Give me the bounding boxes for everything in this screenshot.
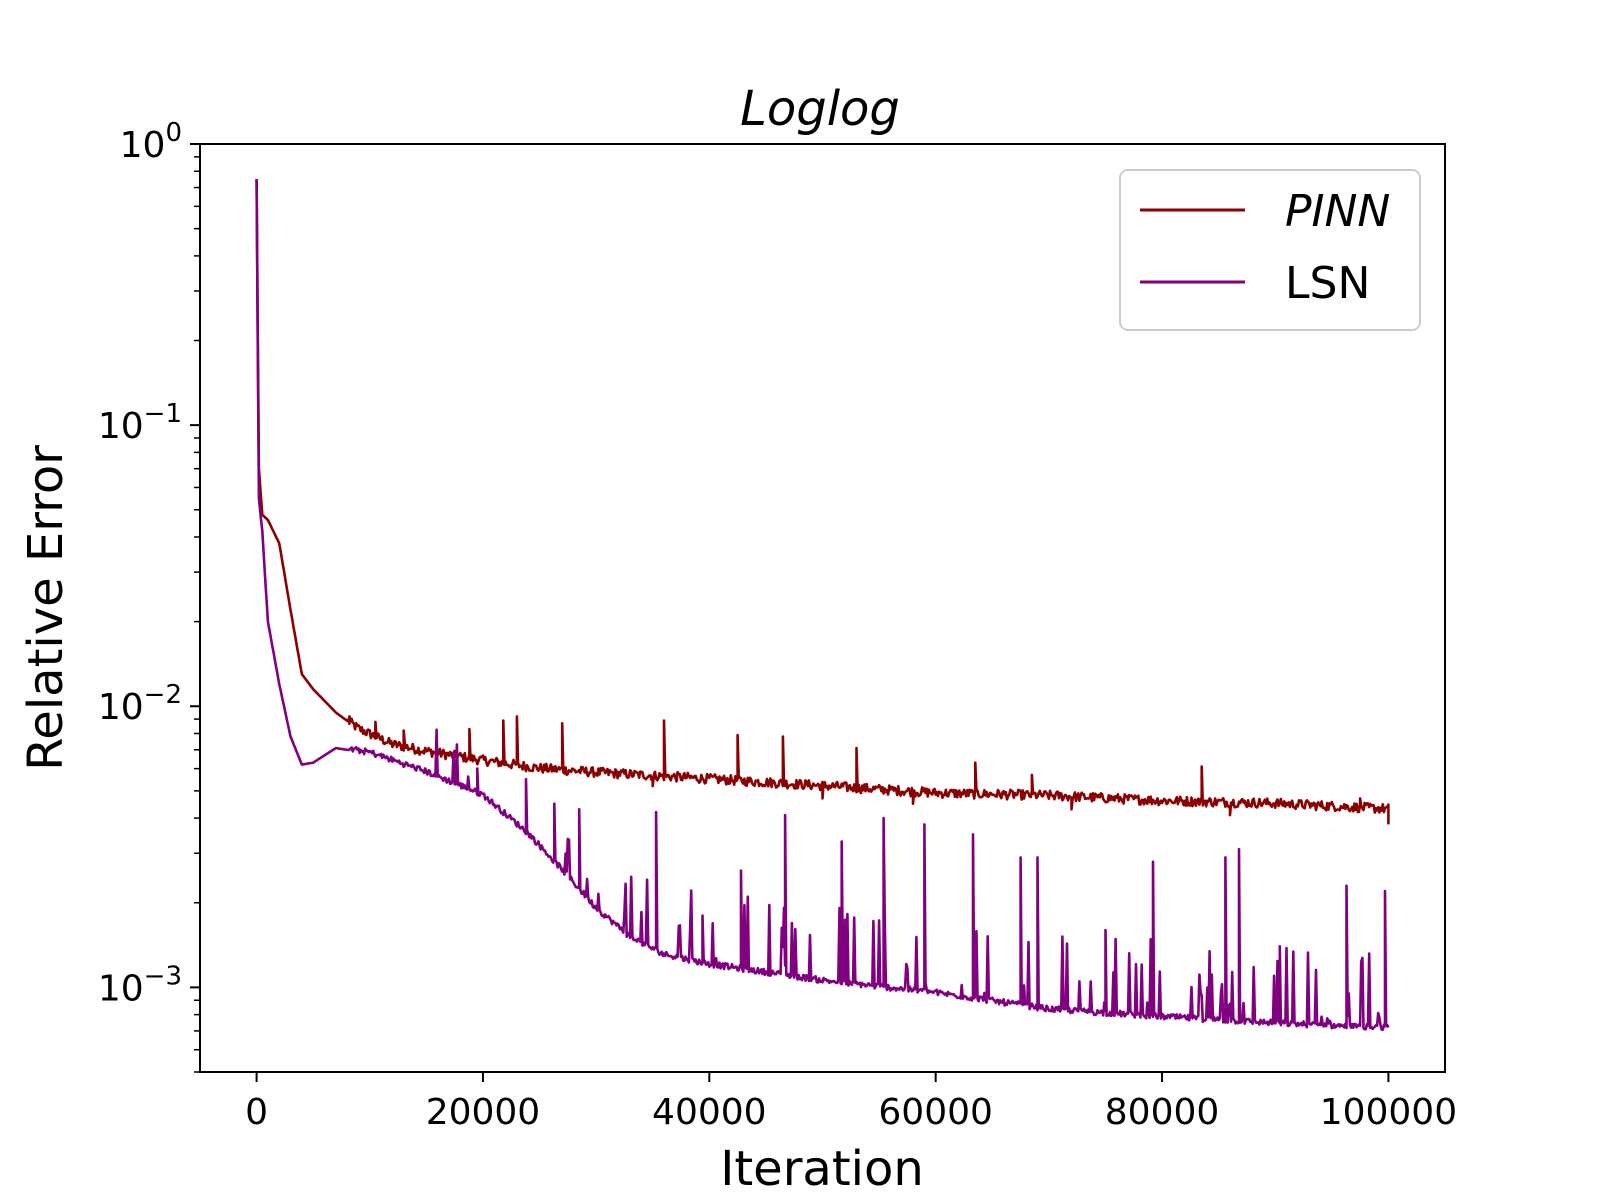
x-tick-label: 0: [245, 1092, 268, 1133]
x-tick-label: 80000: [1105, 1092, 1220, 1133]
legend: PINN LSN: [1119, 169, 1421, 331]
legend-label-lsn: LSN: [1285, 258, 1370, 309]
series-pinn: [255, 179, 1390, 825]
x-tick-label: 40000: [652, 1092, 767, 1133]
x-tick-label: 60000: [878, 1092, 993, 1133]
x-tick-label: 20000: [426, 1092, 541, 1133]
x-tick-label: 100000: [1320, 1092, 1457, 1133]
series-layer: [255, 179, 1390, 1031]
series-lsn: [255, 179, 1390, 1031]
plot-area: [199, 143, 1446, 1073]
series-line-pinn: [255, 179, 1390, 825]
x-axis: 0 20000 40000 60000 80000 100000: [245, 1072, 1457, 1133]
legend-label-pinn: PINN: [1285, 186, 1390, 237]
y-tick-label: 10−3: [98, 961, 182, 1009]
chart-title: Loglog: [740, 81, 900, 137]
y-tick-label: 10−2: [98, 680, 182, 728]
series-line-lsn: [255, 179, 1390, 1031]
y-axis: 100 10−1 10−2 10−3: [98, 118, 200, 1073]
y-tick-label: 10−1: [98, 399, 182, 447]
x-axis-label: Iteration: [720, 1141, 924, 1197]
y-axis-label: Relative Error: [18, 445, 74, 771]
y-tick-label: 100: [120, 118, 182, 166]
plot-frame: [199, 143, 1446, 1073]
